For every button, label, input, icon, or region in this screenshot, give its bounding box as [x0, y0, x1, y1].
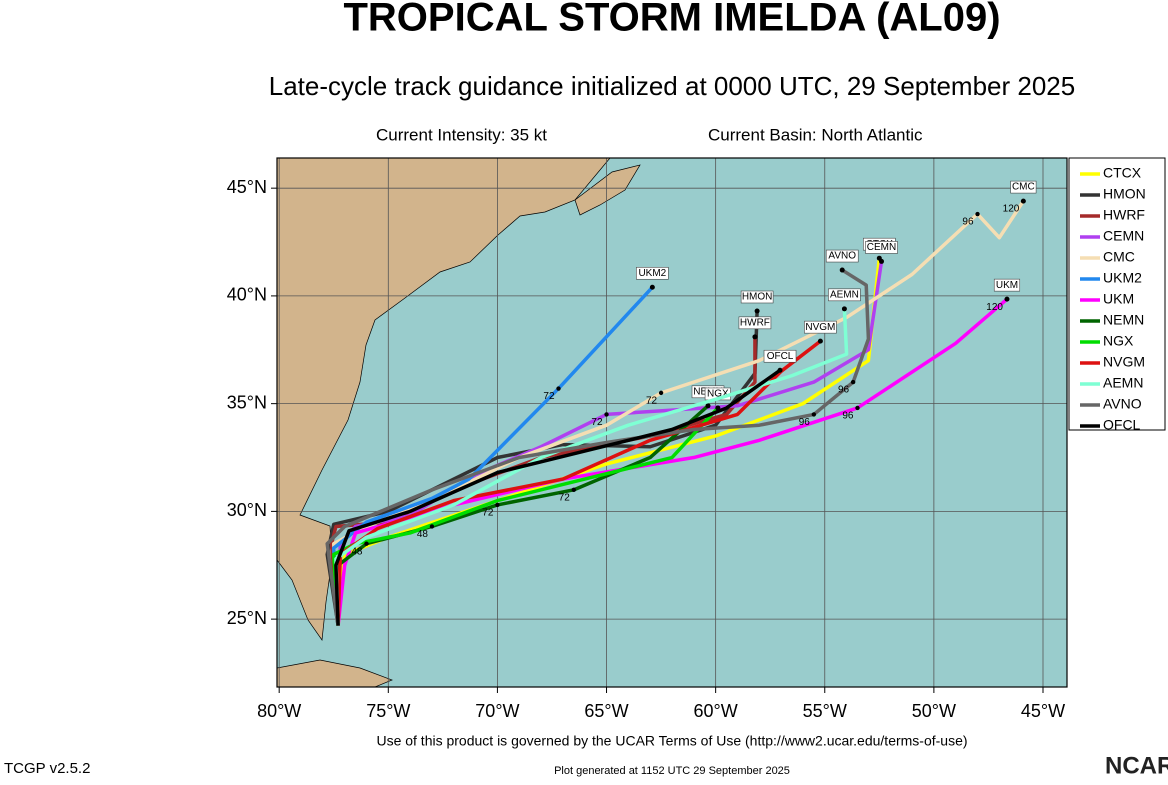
legend-label: NGX — [1103, 333, 1134, 349]
x-tick-label: 55°W — [803, 701, 847, 721]
x-tick-label: 75°W — [366, 701, 410, 721]
hour-point — [658, 390, 664, 396]
track-label: AVNO — [828, 251, 856, 262]
hour-label: 48 — [417, 529, 429, 540]
logo: NCAR — [1105, 752, 1168, 779]
track-label-box — [825, 249, 859, 263]
land — [277, 158, 641, 687]
title: TROPICAL STORM IMELDA (AL09) — [343, 0, 1000, 40]
track-end — [817, 338, 823, 344]
hour-label: 120 — [1003, 204, 1020, 215]
hour-point — [604, 412, 609, 417]
hour-label: 72 — [591, 417, 603, 428]
track-end — [879, 258, 885, 264]
y-tick-label: 30°N — [227, 500, 267, 520]
track-label-box — [740, 290, 774, 304]
hour-point — [811, 412, 817, 417]
track-label: UKM2 — [638, 268, 666, 279]
track-label-box — [828, 288, 861, 302]
track-label: CEMN — [867, 242, 896, 253]
hour-label: 72 — [482, 508, 494, 519]
track-label-box — [865, 241, 898, 254]
track-label: OFCL — [767, 351, 794, 362]
track-end — [839, 267, 845, 273]
y-tick-label: 45°N — [227, 177, 267, 197]
hour-label: 120 — [986, 302, 1003, 313]
frame — [276, 157, 1068, 688]
track-label-box — [636, 266, 669, 280]
track-label: CMC — [1012, 182, 1035, 193]
legend-label: NEMN — [1103, 312, 1144, 328]
track-label: NVGM — [805, 322, 835, 333]
legend-label: NVGM — [1103, 354, 1145, 370]
track-end — [752, 334, 758, 340]
track — [325, 268, 871, 626]
hour-point — [850, 379, 856, 385]
generated: Plot generated at 1152 UTC 29 September … — [554, 765, 790, 777]
hour-point — [495, 502, 500, 508]
hour-point — [429, 524, 435, 529]
track-label-box — [738, 316, 772, 330]
track-label-box — [763, 349, 797, 363]
track-end — [705, 403, 711, 409]
hour-label: 96 — [962, 217, 974, 228]
x-tick-label: 80°W — [257, 701, 301, 721]
terms: Use of this product is governed by the U… — [376, 733, 967, 749]
hour-label: 72 — [559, 492, 571, 503]
legend-label: AVNO — [1103, 396, 1142, 412]
track-label: HWRF — [740, 317, 770, 328]
track-label: HMON — [742, 292, 773, 303]
legend-label: HMON — [1103, 186, 1146, 202]
legend-label: CEMN — [1103, 228, 1144, 244]
x-tick-label: 50°W — [912, 701, 956, 721]
track-label-box — [1010, 180, 1037, 194]
version: TCGP v2.5.2 — [4, 760, 90, 777]
x-tick-label: 70°W — [475, 701, 519, 721]
track-end — [649, 284, 655, 290]
y-tick-label: 25°N — [227, 608, 267, 628]
hour-label: 96 — [842, 411, 854, 422]
y-tick-label: 40°N — [227, 285, 267, 305]
track-label: NGX — [707, 389, 729, 400]
legend-label: CMC — [1103, 249, 1135, 265]
basin: Current Basin: North Atlantic — [708, 125, 923, 144]
hour-point — [571, 487, 576, 493]
track — [334, 308, 849, 626]
track-end — [777, 367, 783, 373]
track — [331, 406, 720, 626]
hour-label: 96 — [799, 417, 811, 428]
hour-label: 48 — [351, 546, 363, 557]
hour-point — [975, 211, 980, 217]
track-label: UKM — [996, 280, 1018, 291]
track — [336, 404, 710, 626]
x-tick-label: 65°W — [584, 701, 628, 721]
x-tick-label: 45°W — [1021, 701, 1065, 721]
legend-label: UKM — [1103, 291, 1134, 307]
track-label-box — [804, 320, 837, 334]
y-tick-label: 35°N — [227, 392, 267, 412]
legend-label: HWRF — [1103, 207, 1145, 223]
x-tick-label: 60°W — [694, 701, 738, 721]
hour-point — [1004, 296, 1010, 302]
hour-point — [556, 386, 561, 391]
hour-label: 72 — [543, 391, 555, 402]
legend-label: CTCX — [1103, 165, 1142, 181]
subtitle: Late-cycle track guidance initialized at… — [269, 71, 1075, 101]
legend-label: UKM2 — [1103, 270, 1142, 286]
track-end — [841, 306, 847, 312]
legend-label: AEMN — [1103, 375, 1143, 391]
legend-label: OFCL — [1103, 417, 1141, 433]
track-label-box — [993, 278, 1021, 292]
intensity: Current Intensity: 35 kt — [376, 125, 547, 144]
hour-point — [364, 541, 369, 546]
track-label: AEMN — [830, 289, 859, 300]
hour-point — [855, 405, 860, 411]
track — [334, 368, 782, 626]
hour-label: 72 — [646, 396, 658, 407]
track-end — [754, 308, 760, 314]
hour-point — [1021, 198, 1026, 204]
hour-label: 96 — [838, 385, 850, 396]
